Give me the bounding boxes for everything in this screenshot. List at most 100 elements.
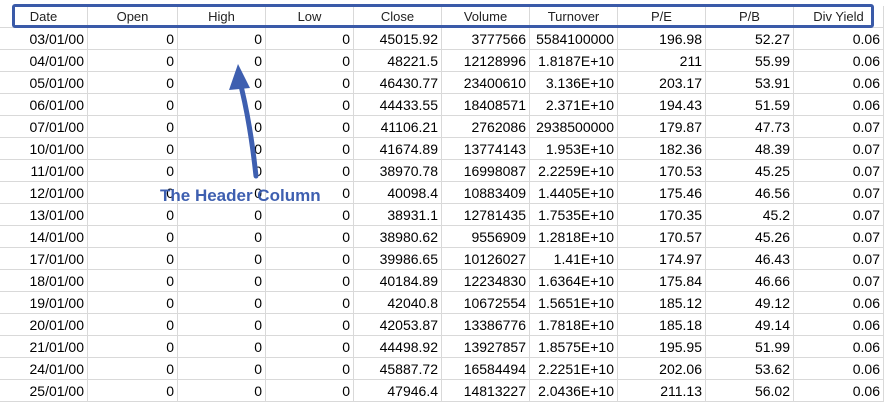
table-cell[interactable]: 52.27: [706, 28, 794, 50]
table-cell[interactable]: 2.371E+10: [530, 94, 618, 116]
table-cell[interactable]: 0: [88, 380, 178, 402]
table-cell[interactable]: 46.56: [706, 182, 794, 204]
table-cell[interactable]: 0: [88, 292, 178, 314]
table-cell[interactable]: 3777566: [442, 28, 530, 50]
table-cell[interactable]: 45.2: [706, 204, 794, 226]
table-cell[interactable]: 195.95: [618, 336, 706, 358]
table-cell[interactable]: 12234830: [442, 270, 530, 292]
table-cell[interactable]: 185.12: [618, 292, 706, 314]
table-cell[interactable]: 14/01/00: [0, 226, 88, 248]
table-cell[interactable]: 0: [178, 380, 266, 402]
table-cell[interactable]: 1.5651E+10: [530, 292, 618, 314]
table-cell[interactable]: 175.46: [618, 182, 706, 204]
table-cell[interactable]: 1.41E+10: [530, 248, 618, 270]
table-cell[interactable]: 53.62: [706, 358, 794, 380]
table-cell[interactable]: 44498.92: [354, 336, 442, 358]
table-cell[interactable]: 39986.65: [354, 248, 442, 270]
table-cell[interactable]: 0.07: [794, 270, 884, 292]
table-cell[interactable]: 0: [88, 248, 178, 270]
table-cell[interactable]: 13/01/00: [0, 204, 88, 226]
table-cell[interactable]: 12/01/00: [0, 182, 88, 204]
table-cell[interactable]: 23400610: [442, 72, 530, 94]
table-cell[interactable]: 0: [266, 270, 354, 292]
table-cell[interactable]: 179.87: [618, 116, 706, 138]
table-cell[interactable]: 0.06: [794, 336, 884, 358]
table-cell[interactable]: 0: [266, 226, 354, 248]
table-cell[interactable]: 0: [178, 72, 266, 94]
table-cell[interactable]: 203.17: [618, 72, 706, 94]
table-cell[interactable]: 0: [88, 182, 178, 204]
table-cell[interactable]: 06/01/00: [0, 94, 88, 116]
table-cell[interactable]: 2938500000: [530, 116, 618, 138]
table-cell[interactable]: 0: [178, 116, 266, 138]
table-cell[interactable]: 211.13: [618, 380, 706, 402]
table-cell[interactable]: 0: [266, 94, 354, 116]
table-cell[interactable]: 38980.62: [354, 226, 442, 248]
table-cell[interactable]: 211: [618, 50, 706, 72]
table-cell[interactable]: 0.06: [794, 28, 884, 50]
table-cell[interactable]: 0: [178, 50, 266, 72]
table-cell[interactable]: 9556909: [442, 226, 530, 248]
table-cell[interactable]: 0: [88, 138, 178, 160]
table-cell[interactable]: 13386776: [442, 314, 530, 336]
table-cell[interactable]: 10126027: [442, 248, 530, 270]
table-cell[interactable]: 0: [178, 270, 266, 292]
table-cell[interactable]: 0: [88, 336, 178, 358]
table-cell[interactable]: 0.07: [794, 160, 884, 182]
table-cell[interactable]: 0.06: [794, 72, 884, 94]
table-cell[interactable]: 48.39: [706, 138, 794, 160]
table-cell[interactable]: 25/01/00: [0, 380, 88, 402]
table-cell[interactable]: 20/01/00: [0, 314, 88, 336]
table-cell[interactable]: 45.26: [706, 226, 794, 248]
table-cell[interactable]: 12128996: [442, 50, 530, 72]
table-cell[interactable]: 0: [178, 248, 266, 270]
table-cell[interactable]: 0.06: [794, 292, 884, 314]
table-cell[interactable]: 13927857: [442, 336, 530, 358]
table-cell[interactable]: 0: [88, 116, 178, 138]
table-cell[interactable]: 1.6364E+10: [530, 270, 618, 292]
table-cell[interactable]: 2.2251E+10: [530, 358, 618, 380]
table-cell[interactable]: 0: [266, 28, 354, 50]
table-cell[interactable]: 47946.4: [354, 380, 442, 402]
table-cell[interactable]: 0: [266, 248, 354, 270]
table-cell[interactable]: 46.43: [706, 248, 794, 270]
table-cell[interactable]: 1.8575E+10: [530, 336, 618, 358]
table-cell[interactable]: 0: [266, 336, 354, 358]
table-cell[interactable]: 0.07: [794, 248, 884, 270]
table-cell[interactable]: 12781435: [442, 204, 530, 226]
table-cell[interactable]: 45887.72: [354, 358, 442, 380]
table-cell[interactable]: 19/01/00: [0, 292, 88, 314]
table-cell[interactable]: 0: [88, 204, 178, 226]
table-cell[interactable]: 0: [266, 358, 354, 380]
table-cell[interactable]: 3.136E+10: [530, 72, 618, 94]
table-cell[interactable]: 0.07: [794, 204, 884, 226]
table-cell[interactable]: 46430.77: [354, 72, 442, 94]
table-cell[interactable]: 0: [88, 28, 178, 50]
table-cell[interactable]: 0: [266, 50, 354, 72]
table-cell[interactable]: 182.36: [618, 138, 706, 160]
table-cell[interactable]: 0: [178, 28, 266, 50]
table-cell[interactable]: 21/01/00: [0, 336, 88, 358]
table-cell[interactable]: 41674.89: [354, 138, 442, 160]
table-cell[interactable]: 0.06: [794, 50, 884, 72]
table-cell[interactable]: 0.07: [794, 226, 884, 248]
table-cell[interactable]: 0.06: [794, 94, 884, 116]
table-cell[interactable]: 0: [178, 138, 266, 160]
table-cell[interactable]: 16584494: [442, 358, 530, 380]
table-cell[interactable]: 0: [178, 358, 266, 380]
table-cell[interactable]: 1.7535E+10: [530, 204, 618, 226]
table-cell[interactable]: 194.43: [618, 94, 706, 116]
table-cell[interactable]: 185.18: [618, 314, 706, 336]
table-cell[interactable]: 04/01/00: [0, 50, 88, 72]
table-cell[interactable]: 10672554: [442, 292, 530, 314]
table-cell[interactable]: 41106.21: [354, 116, 442, 138]
table-cell[interactable]: 2.2259E+10: [530, 160, 618, 182]
table-cell[interactable]: 0: [178, 94, 266, 116]
table-cell[interactable]: 202.06: [618, 358, 706, 380]
table-cell[interactable]: 46.66: [706, 270, 794, 292]
table-cell[interactable]: 07/01/00: [0, 116, 88, 138]
table-cell[interactable]: 196.98: [618, 28, 706, 50]
table-cell[interactable]: 1.4405E+10: [530, 182, 618, 204]
table-cell[interactable]: 170.35: [618, 204, 706, 226]
table-cell[interactable]: 55.99: [706, 50, 794, 72]
